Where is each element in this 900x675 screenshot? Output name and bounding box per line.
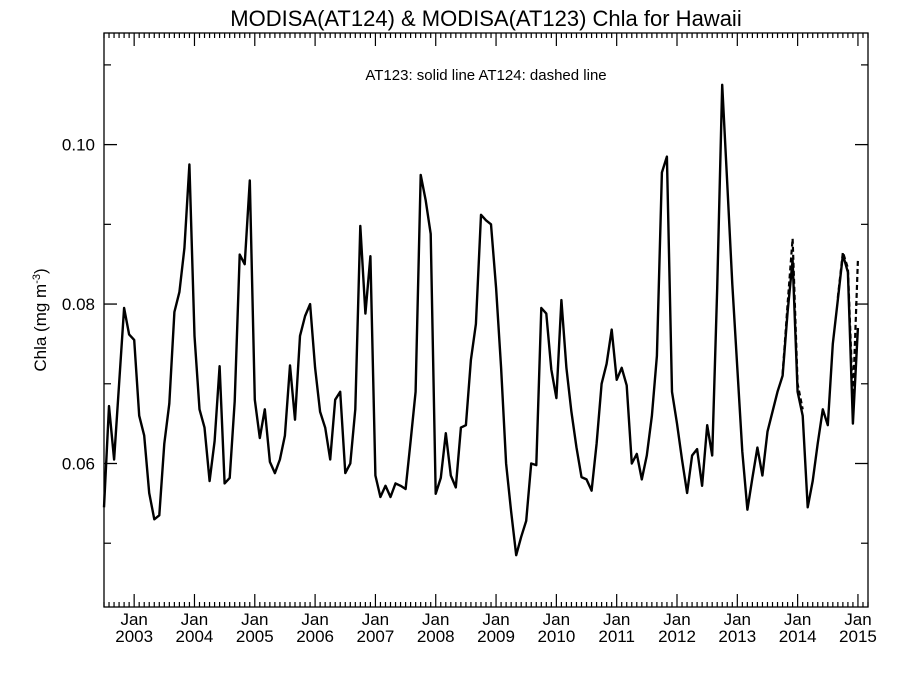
x-tick-label-month: Jan — [663, 610, 690, 629]
x-tick-label-year: 2011 — [598, 627, 635, 646]
axis-tick-labels: 0.060.080.10Jan2003Jan2004Jan2005Jan2006… — [62, 136, 877, 646]
y-tick-label: 0.06 — [62, 455, 95, 474]
series-line-at124 — [836, 251, 859, 401]
x-tick-label-month: Jan — [120, 610, 147, 629]
x-tick-label-year: 2013 — [718, 627, 756, 646]
plot-frame — [103, 32, 869, 608]
y-axis-label: Chla (mg m-3) — [31, 268, 50, 371]
x-tick-label-month: Jan — [543, 610, 570, 629]
y-axis-label-main: Chla (mg m — [31, 284, 50, 372]
x-tick-label-month: Jan — [362, 610, 389, 629]
x-tick-label-month: Jan — [784, 610, 811, 629]
x-tick-label-month: Jan — [482, 610, 509, 629]
y-axis-label-superscript: -3 — [31, 274, 43, 284]
x-tick-label-year: 2012 — [658, 627, 696, 646]
x-tick-label-year: 2003 — [115, 627, 153, 646]
series-lines — [102, 83, 860, 557]
x-tick-label-month: Jan — [241, 610, 268, 629]
x-tick-label-year: 2010 — [537, 627, 575, 646]
x-tick-label-year: 2009 — [477, 627, 515, 646]
x-tick-label-month: Jan — [301, 610, 328, 629]
x-tick-label-year: 2014 — [779, 627, 817, 646]
chart-title: MODISA(AT124) & MODISA(AT123) Chla for H… — [230, 6, 741, 31]
x-tick-label-month: Jan — [603, 610, 630, 629]
y-tick-label: 0.08 — [62, 295, 95, 314]
y-axis-label-close: ) — [31, 268, 50, 274]
line-style-annotation: AT123: solid line AT124: dashed line — [365, 67, 606, 84]
y-tick-label: 0.10 — [62, 136, 95, 155]
x-tick-label-year: 2007 — [357, 627, 395, 646]
x-tick-label-month: Jan — [844, 610, 871, 629]
x-tick-label-year: 2006 — [296, 627, 334, 646]
axis-ticks — [103, 33, 869, 607]
series-line-at124 — [781, 237, 804, 410]
x-tick-label-month: Jan — [724, 610, 751, 629]
x-tick-label-year: 2008 — [417, 627, 455, 646]
x-tick-label-month: Jan — [422, 610, 449, 629]
x-tick-label-year: 2015 — [839, 627, 877, 646]
x-tick-label-month: Jan — [181, 610, 208, 629]
x-tick-label-year: 2005 — [236, 627, 274, 646]
series-line-at123 — [102, 83, 860, 557]
x-tick-label-year: 2004 — [176, 627, 214, 646]
